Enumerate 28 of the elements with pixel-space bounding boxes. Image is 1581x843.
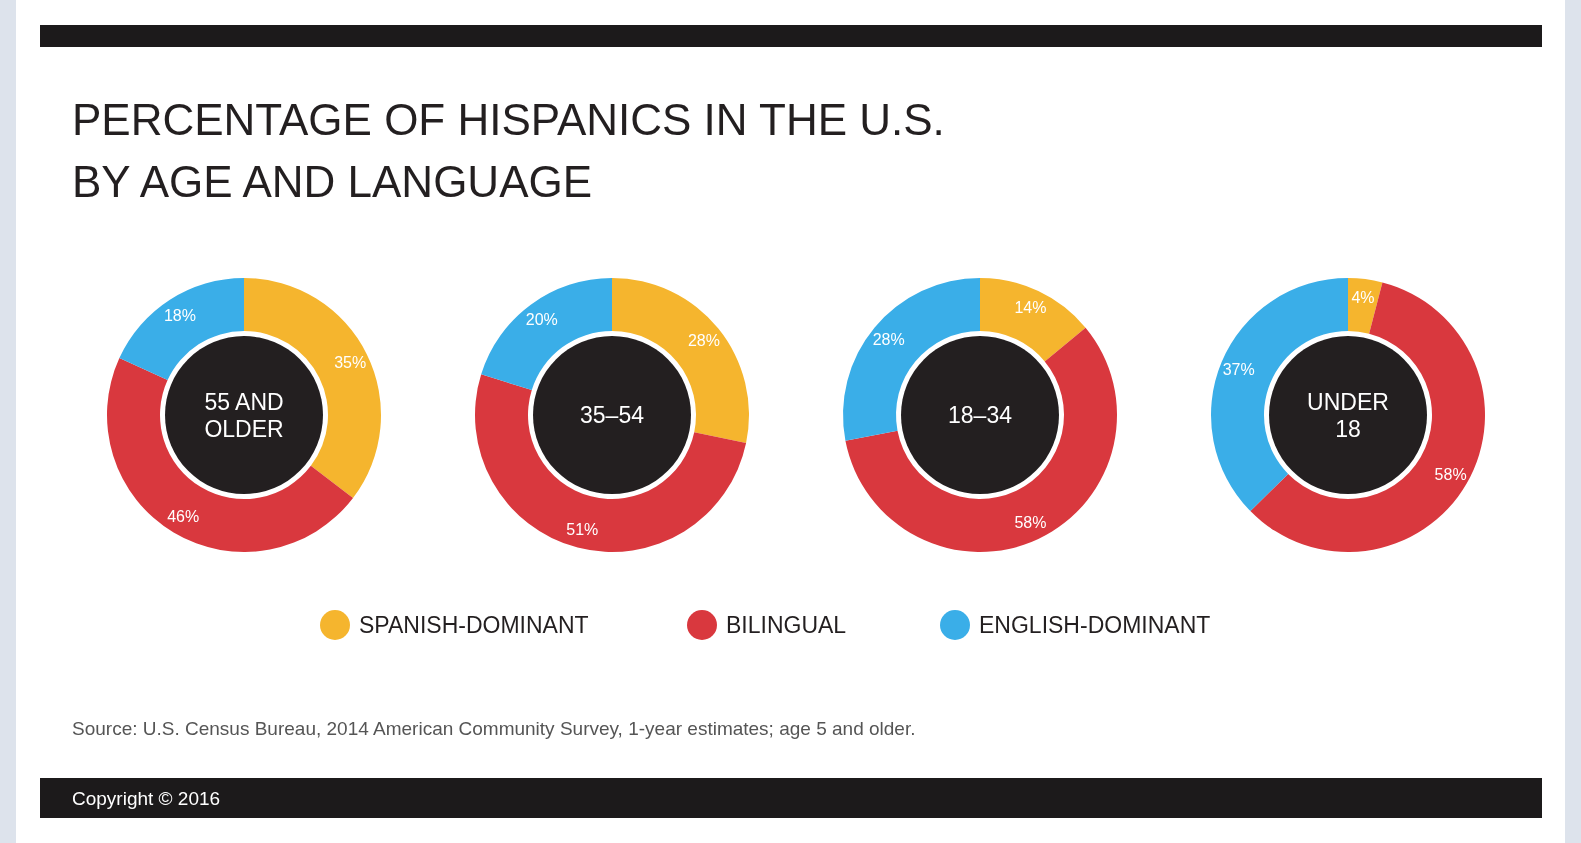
data-label: 4% xyxy=(1351,289,1375,307)
data-label: 58% xyxy=(1434,465,1467,483)
data-label: 20% xyxy=(525,311,558,329)
data-label: 58% xyxy=(1014,513,1047,531)
legend-label: SPANISH-DOMINANT xyxy=(359,612,589,639)
data-label: 18% xyxy=(163,306,196,324)
text: UNDER 18 xyxy=(1307,388,1389,442)
legend-label: ENGLISH-DOMINANT xyxy=(979,612,1211,639)
data-label: 37% xyxy=(1222,360,1255,378)
text: 35–54 xyxy=(580,402,645,429)
donut-slice xyxy=(1348,278,1383,334)
donut-slice xyxy=(481,278,612,391)
data-label: 28% xyxy=(687,331,720,349)
chart-title: PERCENTAGE OF HISPANICS IN THE U.S. BY AGE AND LANGUAGE xyxy=(72,95,945,206)
data-label: 35% xyxy=(334,353,367,371)
text: 55 AND OLDER xyxy=(204,388,284,442)
donut-slice xyxy=(475,374,747,552)
data-label: 14% xyxy=(1014,299,1047,317)
data-label: 46% xyxy=(167,508,200,526)
donut-slice xyxy=(980,278,1086,362)
text: 18–34 xyxy=(948,402,1013,429)
source-note: Source: U.S. Census Bureau, 2014 American Community Survey, 1-year estimates; age 5 and older. xyxy=(72,718,916,739)
donut-slice xyxy=(119,278,244,381)
data-label: 28% xyxy=(872,331,905,349)
legend-label: BILINGUAL xyxy=(726,612,847,639)
donut-slice xyxy=(845,327,1117,552)
text: Copyright © 2016 xyxy=(72,788,221,809)
data-label: 51% xyxy=(566,521,599,539)
